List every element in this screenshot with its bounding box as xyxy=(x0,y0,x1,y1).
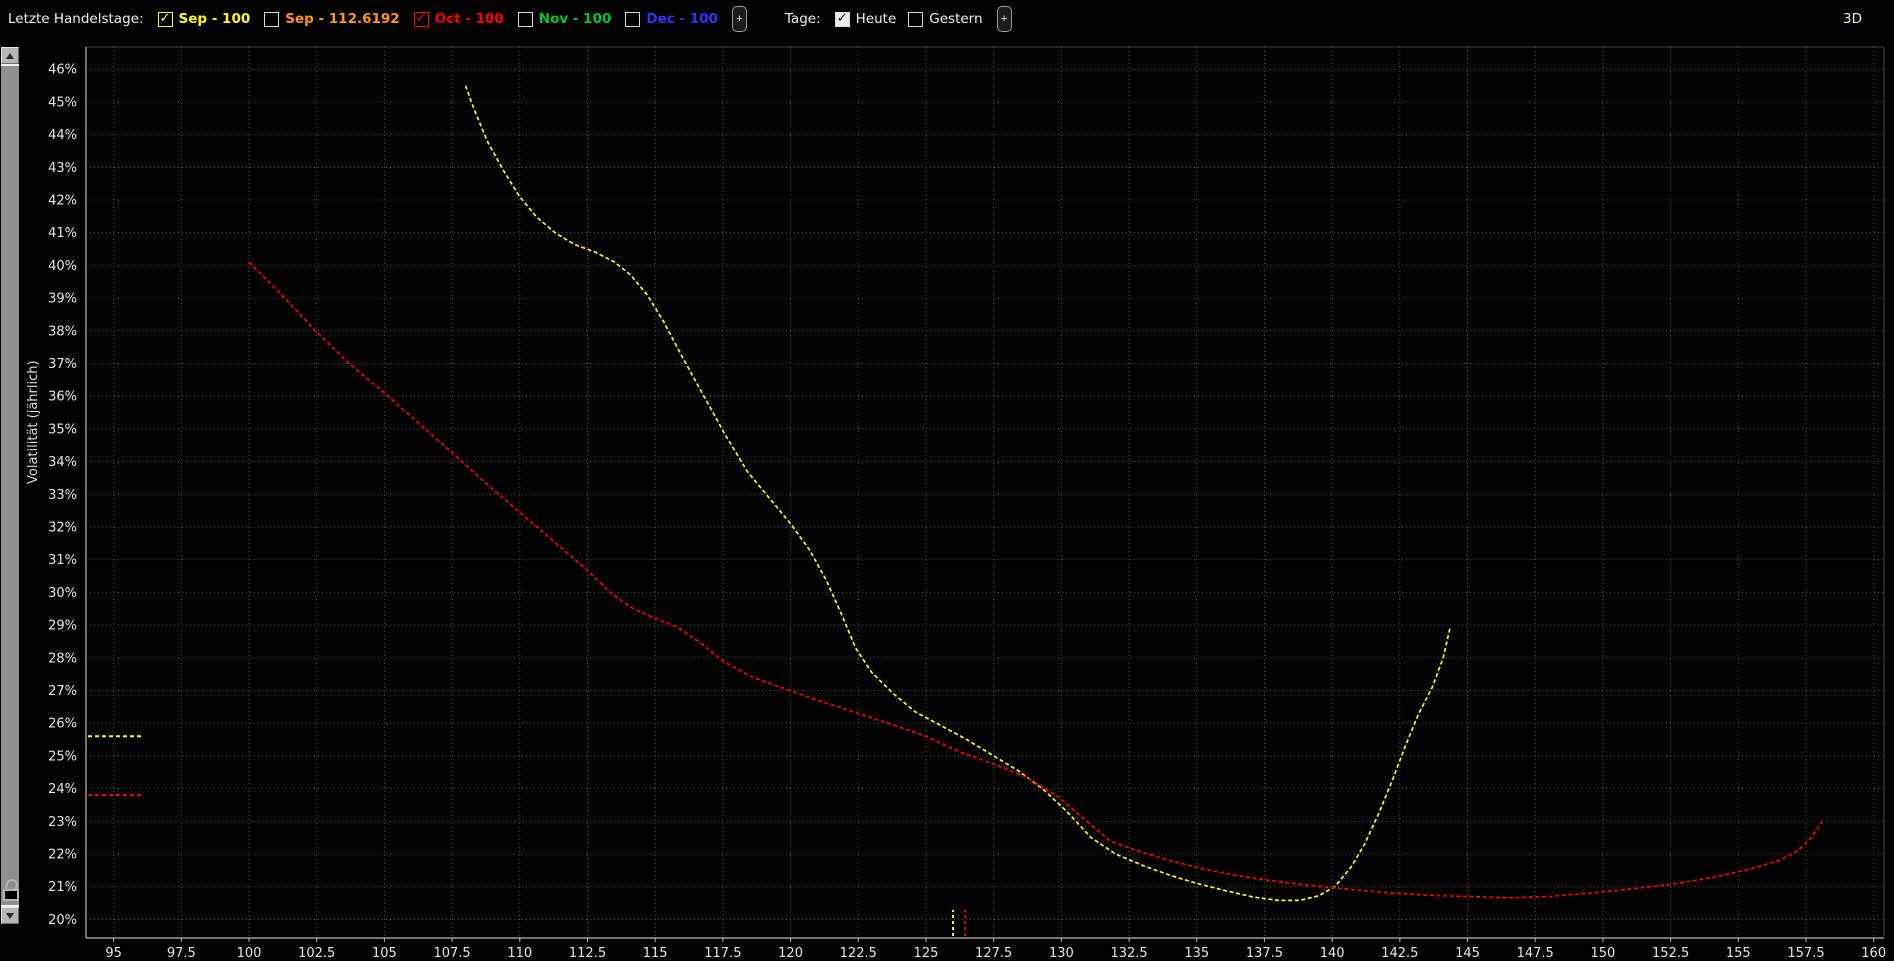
y-tick-label: 43% xyxy=(48,161,77,176)
series-toggle-label[interactable]: Sep - 100 xyxy=(178,11,251,27)
y-tick-label: 23% xyxy=(48,815,77,830)
y-tick-label: 31% xyxy=(48,553,77,568)
x-tick-label: 120 xyxy=(778,946,803,961)
y-tick-label: 36% xyxy=(48,390,77,405)
y-tick-label: 34% xyxy=(48,455,77,470)
x-tick-label: 142.5 xyxy=(1381,946,1418,961)
days-label: Tage: xyxy=(784,11,821,27)
x-tick-label: 97.5 xyxy=(167,946,196,961)
series-expand-button[interactable]: + xyxy=(731,6,747,32)
y-tick-label: 30% xyxy=(48,586,77,601)
x-tick-label: 95 xyxy=(105,946,122,961)
scrollbar-thumb[interactable] xyxy=(1,64,19,907)
x-tick-label: 137.5 xyxy=(1246,946,1283,961)
x-tick-label: 147.5 xyxy=(1517,946,1554,961)
y-tick-label: 27% xyxy=(48,684,77,699)
series-toggle-sep-112-6192[interactable]: Sep - 112.6192 xyxy=(264,11,400,27)
check-icon: ✓ xyxy=(159,11,171,26)
series-toggle-label[interactable]: Sep - 112.6192 xyxy=(285,11,400,27)
x-tick-label: 105 xyxy=(372,946,397,961)
day-toggle-label[interactable]: Gestern xyxy=(929,11,983,27)
check-icon: ✓ xyxy=(415,11,427,26)
series-toggle-group: ✓ Sep - 100 Sep - 112.6192 ✓ Oct - 100 Nov - … xyxy=(157,11,718,27)
y-tick-label: 28% xyxy=(48,651,77,666)
x-tick-label: 160 xyxy=(1861,946,1886,961)
up-arrow-icon xyxy=(6,52,14,59)
y-tick-label: 35% xyxy=(48,422,77,437)
x-tick-label: 157.5 xyxy=(1787,946,1824,961)
y-tick-label: 42% xyxy=(48,194,77,209)
y-tick-label: 39% xyxy=(48,292,77,307)
series-toggle-dec-100[interactable]: Dec - 100 xyxy=(625,11,718,27)
y-tick-label: 40% xyxy=(48,259,77,274)
y-tick-label: 20% xyxy=(48,913,77,928)
x-tick-label: 125 xyxy=(914,946,939,961)
day-toggle-label[interactable]: Heute xyxy=(855,11,897,27)
y-tick-label: 21% xyxy=(48,880,77,895)
left-scrollbar[interactable] xyxy=(1,47,19,924)
down-arrow-icon xyxy=(6,912,14,919)
series-toggle-nov-100[interactable]: Nov - 100 xyxy=(517,11,612,27)
day-toggle-group: ✓ Heute Gestern xyxy=(834,11,983,27)
x-tick-label: 102.5 xyxy=(298,946,335,961)
x-tick-label: 110 xyxy=(507,946,532,961)
x-tick-label: 152.5 xyxy=(1652,946,1689,961)
checkbox-icon[interactable]: ✓ xyxy=(834,11,850,27)
x-tick-label: 145 xyxy=(1455,946,1480,961)
x-tick-label: 132.5 xyxy=(1110,946,1147,961)
checkbox-icon[interactable] xyxy=(625,11,641,27)
x-tick-label: 127.5 xyxy=(975,946,1012,961)
y-tick-label: 37% xyxy=(48,357,77,372)
y-tick-label: 25% xyxy=(48,749,77,764)
check-icon: ✓ xyxy=(836,11,848,26)
day-toggle-gestern[interactable]: Gestern xyxy=(908,11,983,27)
y-tick-label: 41% xyxy=(48,226,77,241)
view-3d-button[interactable]: 3D xyxy=(1843,11,1862,27)
y-tick-label: 22% xyxy=(48,847,77,862)
y-tick-label: 45% xyxy=(48,95,77,110)
days-expand-button[interactable]: + xyxy=(996,6,1012,32)
checkbox-icon[interactable] xyxy=(908,11,924,27)
x-tick-label: 155 xyxy=(1726,946,1751,961)
series-toggle-label[interactable]: Oct - 100 xyxy=(434,11,504,27)
curve-oct-100 xyxy=(248,261,1824,899)
checkbox-icon[interactable]: ✓ xyxy=(157,11,173,27)
x-tick-label: 150 xyxy=(1591,946,1616,961)
x-tick-label: 140 xyxy=(1320,946,1345,961)
y-tick-label: 46% xyxy=(48,63,77,78)
y-tick-label: 26% xyxy=(48,717,77,732)
x-tick-label: 135 xyxy=(1184,946,1209,961)
checkbox-icon[interactable]: ✓ xyxy=(413,11,429,27)
x-tick-label: 107.5 xyxy=(433,946,470,961)
checkbox-icon[interactable] xyxy=(517,11,533,27)
y-tick-label: 32% xyxy=(48,520,77,535)
scroll-down-button[interactable] xyxy=(1,907,19,924)
series-toggle-sep-100[interactable]: ✓ Sep - 100 xyxy=(157,11,251,27)
series-toggle-label[interactable]: Nov - 100 xyxy=(538,11,612,27)
checkbox-icon[interactable] xyxy=(264,11,280,27)
x-tick-label: 115 xyxy=(643,946,668,961)
x-tick-label: 117.5 xyxy=(704,946,741,961)
y-tick-label: 44% xyxy=(48,128,77,143)
y-tick-label: 29% xyxy=(48,619,77,634)
y-tick-label: 24% xyxy=(48,782,77,797)
y-tick-label: 33% xyxy=(48,488,77,503)
series-toggle-label[interactable]: Dec - 100 xyxy=(646,11,718,27)
y-tick-label: 38% xyxy=(48,324,77,339)
day-toggle-heute[interactable]: ✓ Heute xyxy=(834,11,897,27)
x-tick-label: 122.5 xyxy=(840,946,877,961)
curve-sep-100 xyxy=(464,85,1451,902)
unlock-icon[interactable] xyxy=(3,877,20,901)
y-axis-title: Volatilität (jährlich) xyxy=(26,360,41,484)
x-tick-label: 112.5 xyxy=(569,946,606,961)
series-toggle-oct-100[interactable]: ✓ Oct - 100 xyxy=(413,11,504,27)
x-tick-label: 130 xyxy=(1049,946,1074,961)
x-tick-label: 100 xyxy=(237,946,262,961)
scroll-up-button[interactable] xyxy=(1,47,19,64)
toolbar: Letzte Handelstage: ✓ Sep - 100 Sep - 112.… xyxy=(0,0,1894,38)
last-trading-days-label: Letzte Handelstage: xyxy=(8,11,144,27)
